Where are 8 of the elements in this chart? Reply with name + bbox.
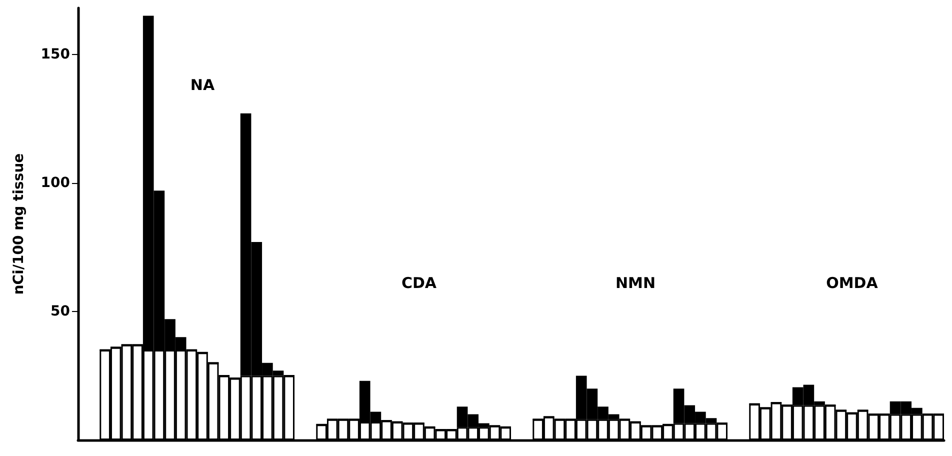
y-tick-label: 100 xyxy=(40,174,70,191)
y-tick-label: 50 xyxy=(50,303,70,320)
y-axis-title: nCi/100 mg tissue xyxy=(11,153,27,295)
annotation: OMDA xyxy=(826,274,878,292)
y-tick-label: 150 xyxy=(40,46,70,62)
annotation: CDA xyxy=(401,274,437,292)
annotation: NMN xyxy=(615,274,656,292)
annotation: NA xyxy=(190,76,215,94)
